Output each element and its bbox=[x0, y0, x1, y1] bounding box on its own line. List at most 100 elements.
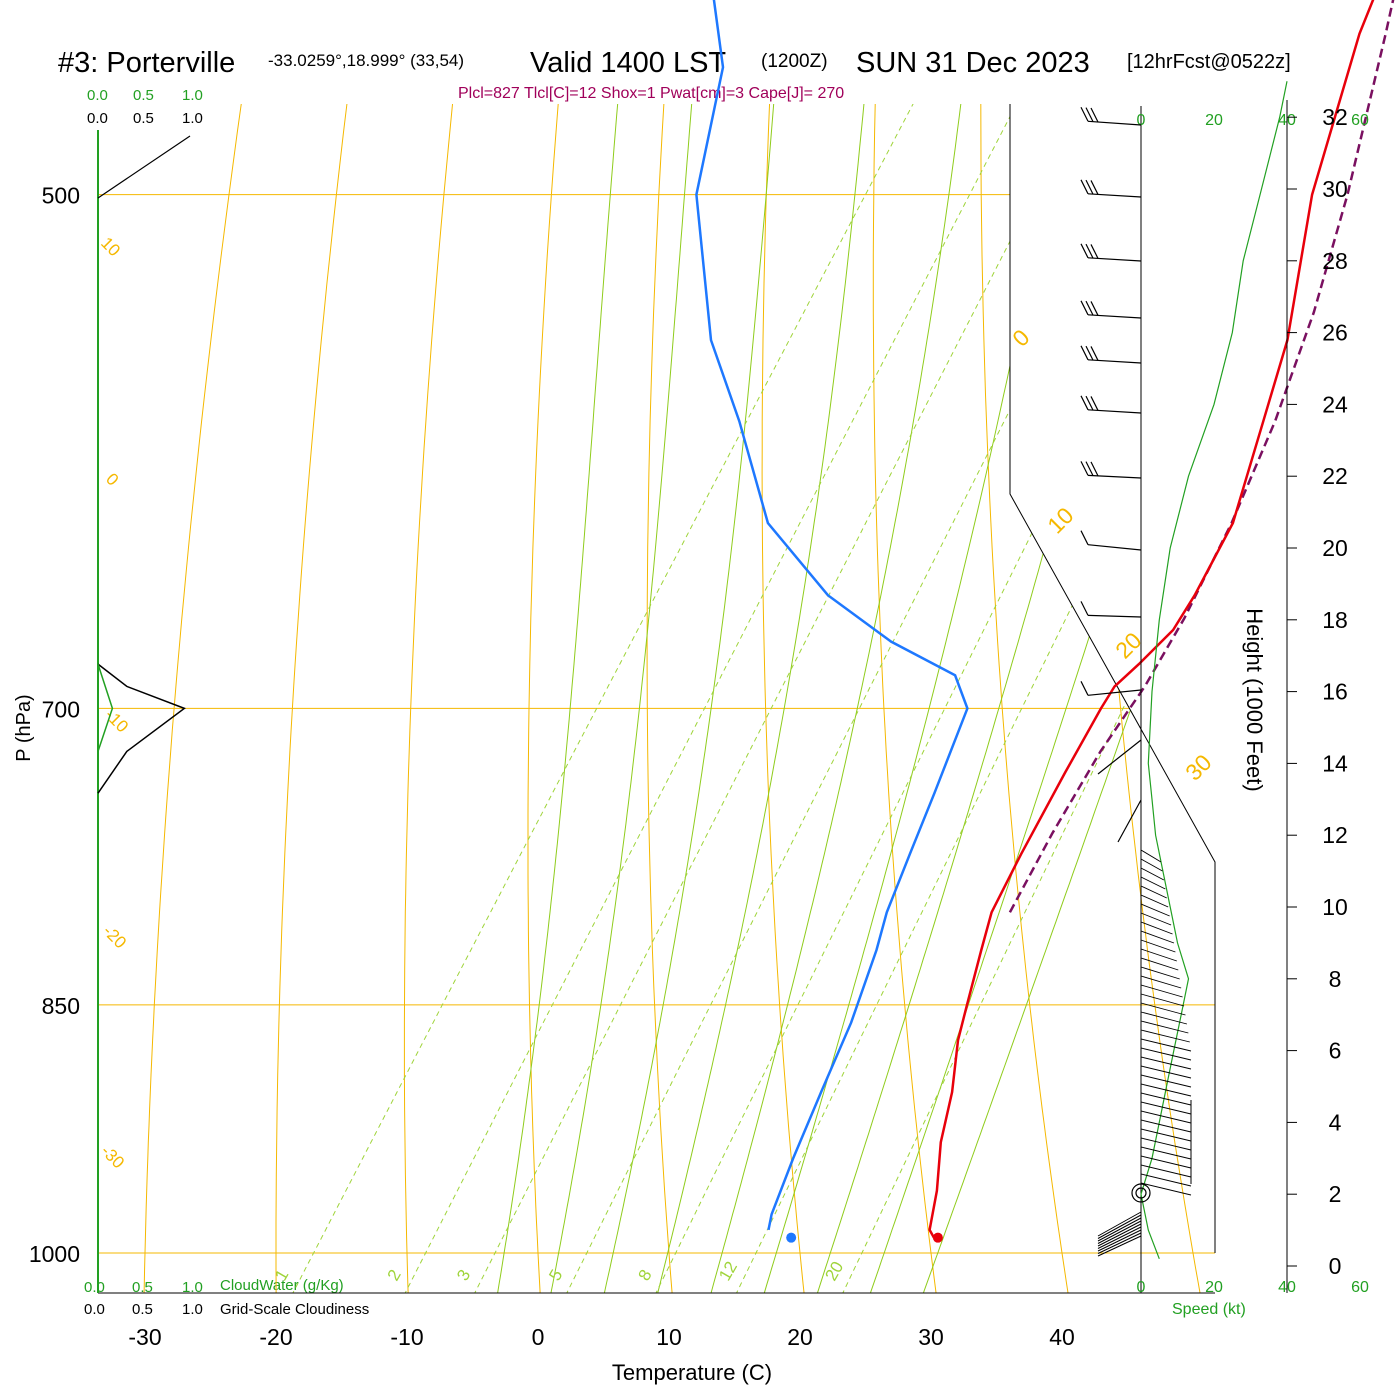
surface-barb bbox=[1097, 1235, 1142, 1257]
speed-tick-top-40: 40 bbox=[1278, 112, 1296, 129]
temp-tick-10: 10 bbox=[656, 1324, 682, 1350]
temp-tick-20: 20 bbox=[787, 1324, 813, 1350]
station-title: #3: Porterville bbox=[58, 47, 235, 79]
wind-barb-1 bbox=[1087, 193, 1142, 198]
moist-adiabat-20 bbox=[753, 104, 1149, 1293]
low-level-barb bbox=[1140, 948, 1177, 962]
dry-adiabat-label-10: 10 bbox=[1042, 502, 1078, 538]
low-level-barb bbox=[1140, 867, 1165, 881]
temp-tick-30: 30 bbox=[918, 1324, 944, 1350]
wind-barb-feather-4-2 bbox=[1090, 346, 1099, 361]
low-level-barb bbox=[1140, 1173, 1192, 1187]
wind-barb-feather-4-1 bbox=[1085, 345, 1094, 361]
upper-cloudiness-profile bbox=[97, 135, 191, 199]
wind-barb-feather-1-2 bbox=[1090, 180, 1099, 195]
cloudwater-tick-top-0: 0.0 bbox=[87, 87, 108, 104]
parcel-params: Plcl=827 Tlcl[C]=12 Shox=1 Pwat[cm]=3 Ca… bbox=[458, 85, 844, 102]
plot-frame bbox=[98, 104, 1216, 1294]
theta-label-0: 0 bbox=[102, 469, 122, 489]
dry-adiabat-10 bbox=[646, 104, 779, 1293]
surface-barb bbox=[1097, 1226, 1142, 1249]
dry-adiabat-label-0: 0 bbox=[1007, 324, 1034, 351]
cloudwater-tick-bottom-1: 0.5 bbox=[132, 1279, 153, 1296]
wind-speed-profile bbox=[1140, 81, 1288, 1260]
height-tick-12: 12 bbox=[1322, 822, 1348, 848]
cloudwater-tick-bottom-0: 0.0 bbox=[84, 1279, 105, 1296]
low-level-barb bbox=[1140, 1056, 1192, 1070]
height-tick-10: 10 bbox=[1322, 894, 1348, 920]
dry-adiabat--10 bbox=[403, 104, 605, 1293]
wind-barb-feather-1-1 bbox=[1085, 179, 1094, 195]
valid-time: Valid 1400 LST bbox=[530, 47, 726, 79]
cloudwater-tick-top-1: 0.5 bbox=[133, 87, 154, 104]
surface-temperature-dot bbox=[932, 1232, 943, 1243]
height-tick-30: 30 bbox=[1322, 176, 1348, 202]
pressure-tick-500: 500 bbox=[42, 183, 80, 209]
speed-tick-bottom-0: 0 bbox=[1137, 1279, 1146, 1296]
wind-barb-feather-3-0 bbox=[1080, 300, 1089, 316]
valid-date: SUN 31 Dec 2023 bbox=[856, 47, 1090, 79]
moist-adiabats bbox=[491, 104, 1215, 1293]
dry-adiabat-50 bbox=[1084, 104, 1207, 1293]
low-level-barb bbox=[1140, 1065, 1192, 1079]
low-level-barb bbox=[1140, 957, 1179, 971]
surface-barb bbox=[1097, 1223, 1142, 1247]
cloudiness-tick-bottom-0: 0.0 bbox=[84, 1301, 105, 1318]
temp-tick--20: -20 bbox=[259, 1324, 292, 1350]
wind-barb-feather-5-0 bbox=[1080, 395, 1089, 411]
wind-barb-feather-5-2 bbox=[1090, 396, 1099, 411]
wind-barb-2 bbox=[1087, 257, 1142, 262]
wind-barb-6 bbox=[1087, 474, 1142, 479]
wind-barb-feather-6-0 bbox=[1080, 461, 1089, 476]
temperature-profile bbox=[928, 0, 1375, 1239]
moist-adiabat-8 bbox=[596, 104, 838, 1293]
wind-barb-7 bbox=[1087, 544, 1142, 551]
low-level-barb bbox=[1140, 984, 1183, 998]
temp-tick-40: 40 bbox=[1049, 1324, 1075, 1350]
height-tick-20: 20 bbox=[1322, 535, 1348, 561]
height-tick-2: 2 bbox=[1329, 1181, 1342, 1207]
low-level-barb bbox=[1140, 1155, 1192, 1169]
low-level-barb bbox=[1140, 1164, 1192, 1178]
surface-barb bbox=[1097, 1229, 1142, 1252]
x-axis-label: Temperature (C) bbox=[612, 1360, 772, 1385]
cloudiness-tick-top-0: 0.0 bbox=[87, 110, 108, 127]
wind-barb-feather-6-2 bbox=[1090, 461, 1099, 477]
temp-tick--10: -10 bbox=[390, 1324, 423, 1350]
wind-barb-feather-2-1 bbox=[1085, 243, 1094, 259]
low-level-barb bbox=[1140, 1038, 1192, 1052]
theta-label--20: -20 bbox=[99, 921, 130, 952]
wind-barb-0 bbox=[1087, 120, 1142, 126]
low-level-barb bbox=[1140, 849, 1162, 863]
low-level-barb bbox=[1140, 1029, 1190, 1043]
calm-wind-circle-outer bbox=[1131, 1183, 1151, 1203]
low-level-barb bbox=[1140, 1020, 1189, 1034]
low-level-barb bbox=[1140, 1047, 1192, 1061]
mixing-ratio-label-8: 8 bbox=[635, 1266, 656, 1284]
utc-time: (1200Z) bbox=[761, 51, 828, 72]
parcel-profile bbox=[1008, 0, 1395, 913]
wind-barb-8 bbox=[1087, 614, 1142, 618]
wind-barb-feather-2-2 bbox=[1090, 244, 1099, 259]
mixing-ratio-line-20 bbox=[825, 104, 1215, 1293]
surface-barb bbox=[1097, 1214, 1142, 1239]
low-level-barb bbox=[1140, 939, 1176, 953]
cloudiness-label: Grid-Scale Cloudiness bbox=[220, 1301, 369, 1318]
moist-adiabat-0 bbox=[491, 104, 694, 1293]
low-level-barb bbox=[1140, 975, 1182, 989]
mixing-ratio-line-2 bbox=[387, 104, 1147, 1293]
speed-tick-bottom-20: 20 bbox=[1205, 1279, 1223, 1296]
temperature-axis: -30 -20 -10 0 10 20 30 40 bbox=[128, 1324, 1074, 1350]
wind-barb-feather-9-0 bbox=[1080, 681, 1089, 696]
wind-barb-3 bbox=[1087, 314, 1142, 319]
dry-adiabats bbox=[143, 104, 1215, 1293]
theta-label-10: 10 bbox=[97, 233, 124, 260]
height-axis-label: Height (1000 Feet) bbox=[1242, 608, 1267, 791]
wind-barb-5 bbox=[1087, 409, 1142, 414]
low-level-barb bbox=[1140, 1146, 1192, 1160]
speed-tick-bottom-40: 40 bbox=[1278, 1279, 1296, 1296]
moist-adiabat-28 bbox=[858, 104, 1215, 1293]
height-tick-4: 4 bbox=[1329, 1109, 1342, 1135]
